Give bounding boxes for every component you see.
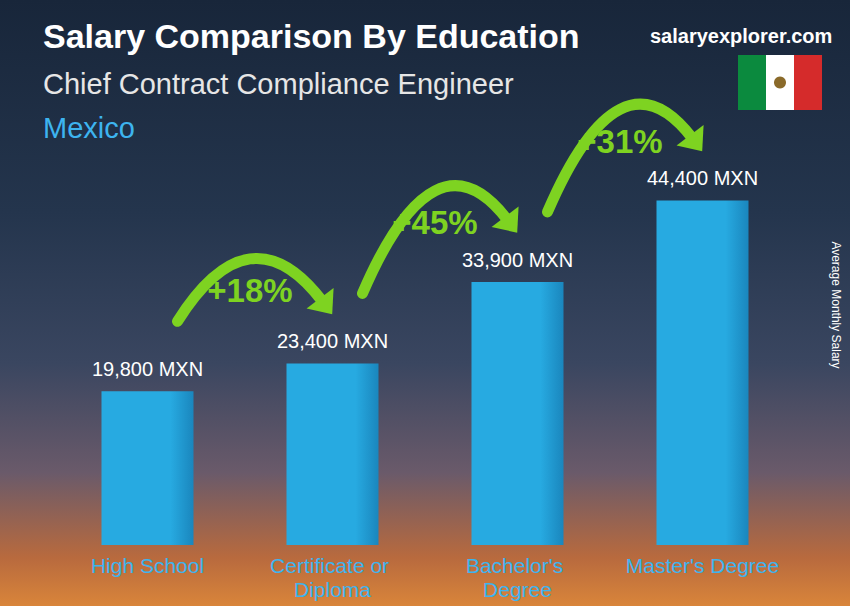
svg-text:+18%: +18% — [207, 272, 292, 309]
svg-text:23,400 MXN: 23,400 MXN — [277, 330, 388, 352]
svg-text:44,400 MXN: 44,400 MXN — [647, 167, 758, 189]
svg-text:33,900 MXN: 33,900 MXN — [462, 249, 573, 271]
svg-text:Average Monthly Salary: Average Monthly Salary — [829, 241, 843, 368]
svg-text:Diploma: Diploma — [294, 578, 371, 601]
svg-text:Degree: Degree — [483, 578, 552, 601]
svg-text:Mexico: Mexico — [43, 112, 135, 144]
svg-text:Bachelor's: Bachelor's — [466, 554, 569, 577]
svg-text:salaryexplorer.com: salaryexplorer.com — [650, 25, 832, 47]
svg-text:High School: High School — [91, 554, 204, 577]
svg-text:Chief Contract Compliance Engi: Chief Contract Compliance Engineer — [43, 68, 514, 100]
svg-text:Master's Degree: Master's Degree — [626, 554, 779, 577]
svg-text:Certificate or: Certificate or — [270, 554, 395, 577]
svg-text:19,800 MXN: 19,800 MXN — [92, 358, 203, 380]
svg-text:+45%: +45% — [392, 204, 477, 241]
svg-text:Salary Comparison By Education: Salary Comparison By Education — [43, 17, 580, 55]
svg-text:+31%: +31% — [577, 123, 662, 160]
